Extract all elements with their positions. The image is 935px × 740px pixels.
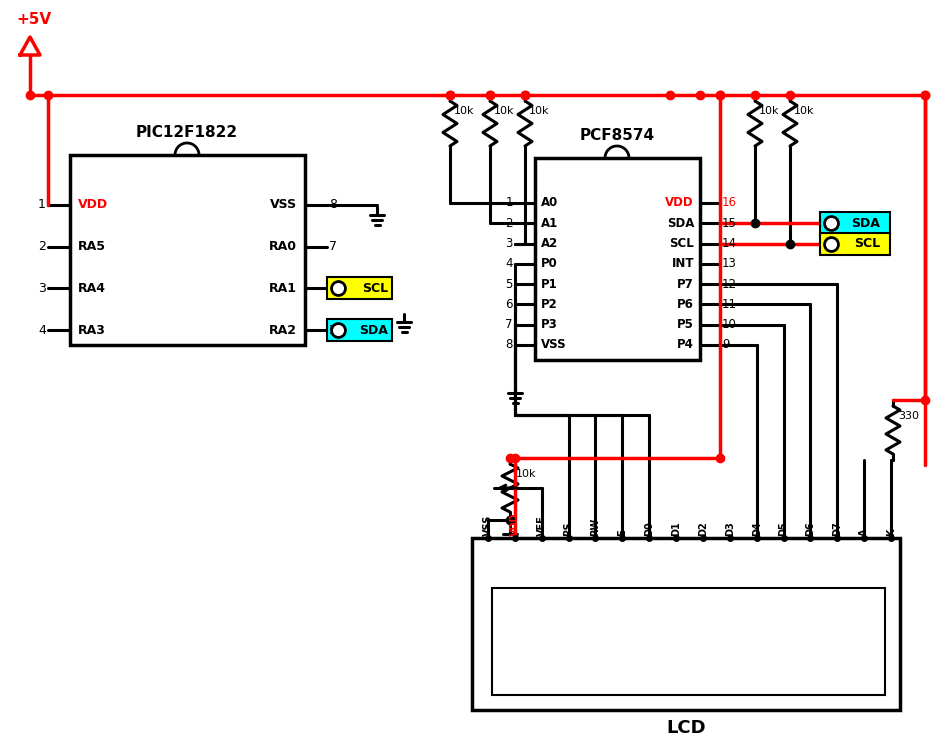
- Text: 8: 8: [506, 338, 513, 352]
- Text: SDA: SDA: [667, 217, 694, 230]
- Text: VEE: VEE: [537, 515, 547, 536]
- Text: SDA: SDA: [851, 217, 880, 230]
- Text: RA5: RA5: [78, 240, 106, 253]
- Text: P7: P7: [677, 278, 694, 291]
- Text: D2: D2: [698, 521, 708, 536]
- Text: VSS: VSS: [270, 198, 297, 212]
- Bar: [820, 232, 890, 255]
- Text: 3: 3: [38, 282, 46, 295]
- Text: 10k: 10k: [759, 106, 780, 116]
- Text: INT: INT: [671, 258, 694, 270]
- Text: +5V: +5V: [16, 12, 51, 27]
- Text: D0: D0: [644, 521, 654, 536]
- Text: 5: 5: [329, 323, 337, 337]
- Text: RA3: RA3: [78, 323, 106, 337]
- Bar: [70, 155, 305, 345]
- Text: 7: 7: [506, 318, 513, 332]
- Text: P0: P0: [541, 258, 558, 270]
- Text: RA0: RA0: [269, 240, 297, 253]
- Text: A1: A1: [541, 217, 558, 230]
- Text: 13: 13: [722, 258, 737, 270]
- Text: SCL: SCL: [854, 237, 880, 250]
- Text: 10k: 10k: [494, 106, 514, 116]
- Text: 10k: 10k: [454, 106, 474, 116]
- Text: 6: 6: [506, 298, 513, 311]
- Text: 10k: 10k: [529, 106, 550, 116]
- Text: PCF8574: PCF8574: [580, 128, 654, 143]
- Text: K: K: [886, 528, 896, 536]
- Text: 330: 330: [898, 411, 919, 421]
- Bar: [327, 319, 392, 341]
- Text: 2: 2: [506, 217, 513, 230]
- Text: SCL: SCL: [362, 282, 388, 295]
- Text: 1: 1: [38, 198, 46, 212]
- Text: 10k: 10k: [794, 106, 814, 116]
- Text: 12: 12: [722, 278, 737, 291]
- Text: 1: 1: [506, 197, 513, 209]
- Text: P6: P6: [677, 298, 694, 311]
- Text: 15: 15: [722, 217, 737, 230]
- Bar: [535, 158, 700, 360]
- Bar: [327, 278, 392, 300]
- Text: D1: D1: [671, 521, 681, 536]
- Text: VDD: VDD: [78, 198, 108, 212]
- Text: RS: RS: [564, 522, 573, 536]
- Text: 16: 16: [722, 197, 737, 209]
- Text: P3: P3: [541, 318, 558, 332]
- Text: 10k: 10k: [516, 469, 537, 479]
- Text: VSS: VSS: [541, 338, 567, 352]
- Text: RA1: RA1: [269, 282, 297, 295]
- Text: P1: P1: [541, 278, 558, 291]
- Text: 10: 10: [722, 318, 737, 332]
- Text: 9: 9: [722, 338, 729, 352]
- Text: D4: D4: [752, 521, 762, 536]
- Text: 14: 14: [722, 237, 737, 250]
- Text: SDA: SDA: [359, 323, 388, 337]
- Text: A0: A0: [541, 197, 558, 209]
- Text: RA4: RA4: [78, 282, 106, 295]
- Text: A: A: [859, 528, 870, 536]
- Text: P5: P5: [677, 318, 694, 332]
- Text: VDD: VDD: [666, 197, 694, 209]
- Text: 6: 6: [329, 282, 337, 295]
- Text: 5: 5: [506, 278, 513, 291]
- Text: VDD: VDD: [510, 513, 520, 536]
- Text: 11: 11: [722, 298, 737, 311]
- Text: 4: 4: [38, 323, 46, 337]
- Bar: [472, 538, 900, 710]
- Text: D5: D5: [779, 521, 788, 536]
- Text: D7: D7: [832, 521, 842, 536]
- Text: 7: 7: [329, 240, 337, 253]
- Text: 4: 4: [506, 258, 513, 270]
- Text: P4: P4: [677, 338, 694, 352]
- Text: 2: 2: [38, 240, 46, 253]
- Text: D3: D3: [725, 521, 735, 536]
- Text: PIC12F1822: PIC12F1822: [136, 125, 238, 140]
- Text: A2: A2: [541, 237, 558, 250]
- Text: E: E: [617, 529, 627, 536]
- Bar: [820, 212, 890, 235]
- Text: 3: 3: [506, 237, 513, 250]
- Text: D6: D6: [805, 521, 815, 536]
- Text: LCD: LCD: [666, 719, 706, 737]
- Text: RW: RW: [591, 518, 600, 536]
- Text: VSS: VSS: [483, 514, 493, 536]
- Text: 8: 8: [329, 198, 337, 212]
- Bar: [492, 588, 885, 695]
- Text: RA2: RA2: [269, 323, 297, 337]
- Text: SCL: SCL: [669, 237, 694, 250]
- Text: P2: P2: [541, 298, 558, 311]
